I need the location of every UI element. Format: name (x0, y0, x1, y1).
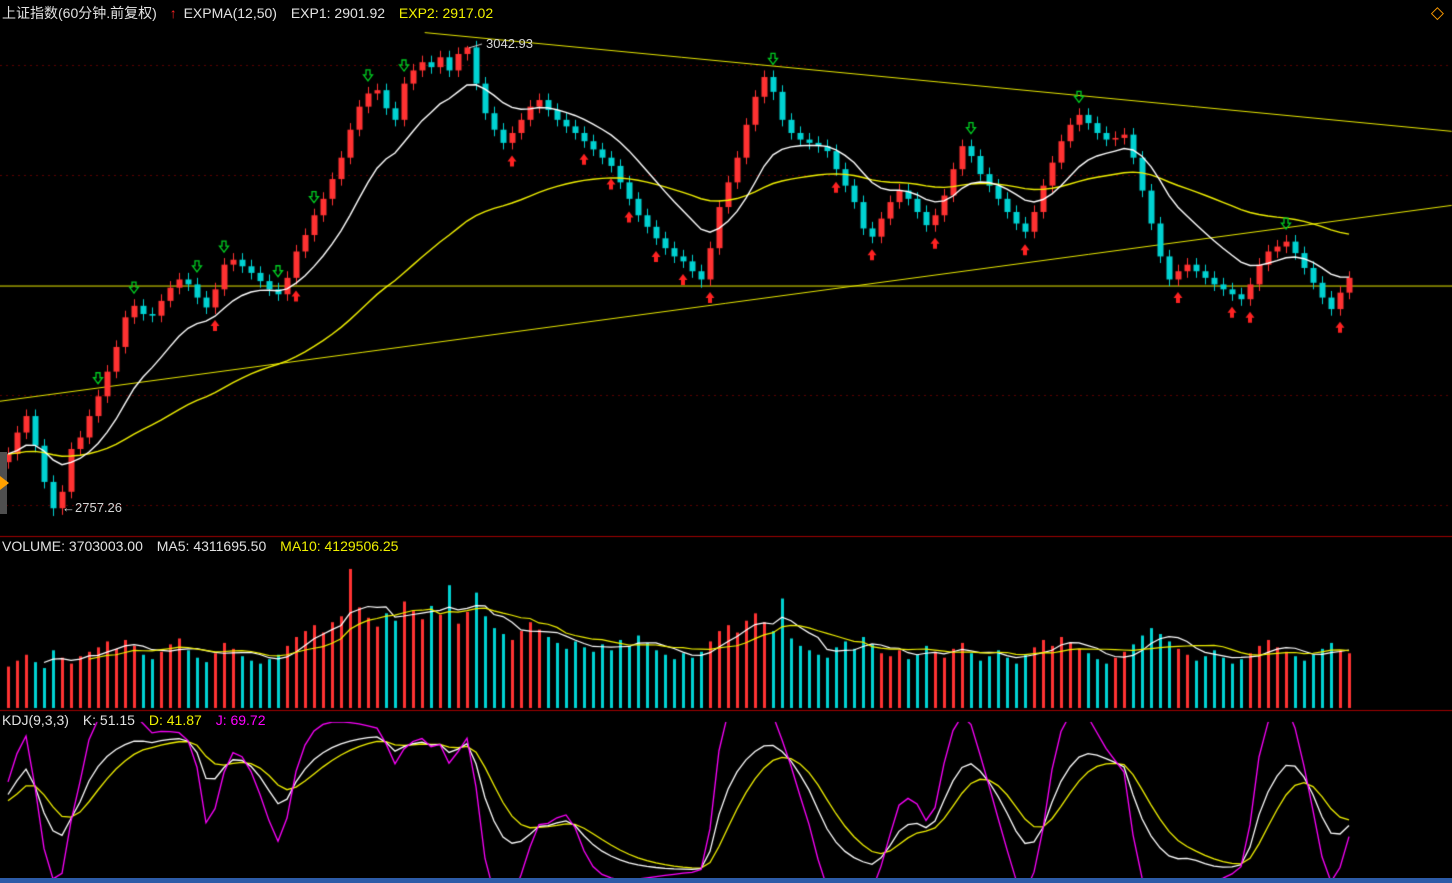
up-arrow-icon: ↑ (169, 5, 177, 21)
volume-header: VOLUME: 3703003.00 MA5: 4311695.50 MA10:… (2, 538, 398, 554)
left-arrow-icon (0, 476, 9, 490)
chart-title: 上证指数(60分钟.前复权) (2, 5, 157, 21)
high-price-annotation: 3042.93 (486, 36, 533, 51)
volume-value: VOLUME: 3703003.00 (2, 538, 143, 554)
exp1-value: EXP1: 2901.92 (290, 5, 386, 21)
main-chart-header: 上证指数(60分钟.前复权) ↑ EXPMA(12,50) EXP1: 2901… (2, 3, 493, 23)
kdj-k-value: K: 51.15 (82, 712, 135, 728)
indicator-label: EXPMA(12,50) (183, 5, 277, 21)
kdj-j-value: J: 69.72 (215, 712, 266, 728)
kdj-title: KDJ(9,3,3) (2, 712, 69, 728)
volume-ma10-value: MA10: 4129506.25 (280, 538, 399, 554)
left-scroll-marker[interactable] (0, 452, 9, 514)
diamond-icon[interactable]: ◇ (1430, 3, 1444, 22)
exp2-value: EXP2: 2917.02 (398, 5, 494, 21)
window-bottom-border (0, 878, 1452, 883)
volume-ma5-value: MA5: 4311695.50 (156, 538, 267, 554)
kdj-header: KDJ(9,3,3) K: 51.15 D: 41.87 J: 69.72 (2, 712, 266, 728)
low-price-annotation: ←2757.26 (62, 500, 122, 515)
kdj-d-value: D: 41.87 (148, 712, 202, 728)
